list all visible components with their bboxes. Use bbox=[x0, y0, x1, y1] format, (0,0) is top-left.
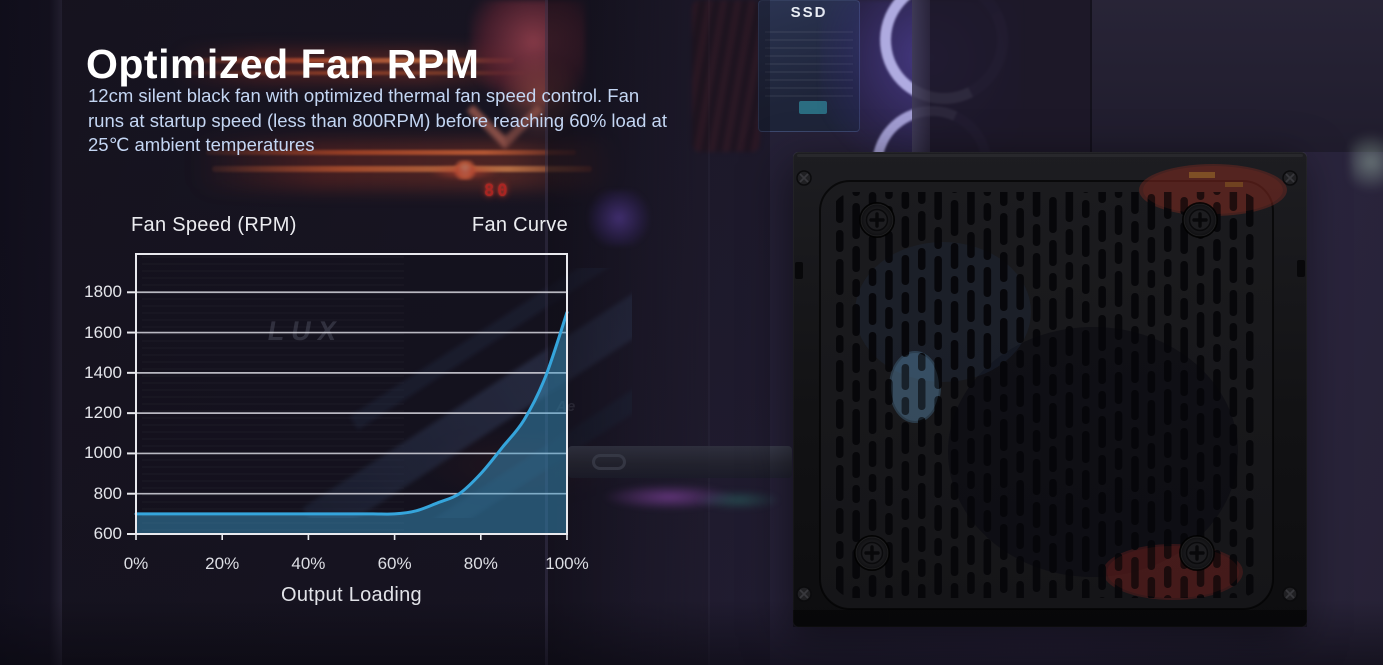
x-tick-label: 40% bbox=[291, 554, 326, 573]
y-tick-label: 1000 bbox=[84, 443, 122, 463]
ssd-label: SSD bbox=[790, 4, 828, 21]
psu-bottom-shade bbox=[793, 610, 1307, 627]
led-flare bbox=[428, 164, 500, 180]
page-title: Optimized Fan RPM bbox=[86, 41, 480, 88]
fan-screw bbox=[854, 535, 890, 571]
x-tick-label: 60% bbox=[377, 554, 412, 573]
fan-screw bbox=[1179, 535, 1215, 571]
ram-led-strip bbox=[212, 166, 592, 172]
chart-x-axis-labels: 0% 20% 40% 60% 80% 100% bbox=[124, 554, 589, 576]
fan-screw bbox=[859, 202, 895, 238]
fan-rgb-glow bbox=[820, 0, 1020, 165]
y-tick-label: 1200 bbox=[84, 403, 122, 423]
ssd-drive: SSD bbox=[758, 0, 860, 132]
psu-top-bevel bbox=[797, 154, 1303, 157]
feature-description: 12cm silent black fan with optimized the… bbox=[88, 84, 688, 158]
chart-y-axis-title: Fan Speed (RPM) bbox=[131, 214, 297, 236]
corner-screw bbox=[1282, 170, 1298, 186]
chart-frame bbox=[135, 253, 568, 535]
psu-product-photo bbox=[793, 152, 1307, 627]
ssd-texture bbox=[765, 27, 853, 97]
x-tick-label: 20% bbox=[205, 554, 240, 573]
corner-screw bbox=[796, 586, 812, 602]
chart-header-row: Fan Speed (RPM) Fan Curve bbox=[131, 214, 568, 237]
chart-legend-label: Fan Curve bbox=[471, 214, 568, 236]
y-tick-label: 600 bbox=[93, 524, 122, 543]
rgb-glow bbox=[604, 484, 734, 510]
y-tick-label: 800 bbox=[93, 483, 122, 503]
y-tick-label: 1800 bbox=[84, 282, 122, 302]
curve-area bbox=[136, 312, 567, 534]
rgb-glow bbox=[588, 190, 650, 246]
plot-area bbox=[136, 254, 567, 534]
chart-y-axis-labels: 600 800 1000 1200 1400 1600 1800 bbox=[50, 254, 124, 543]
corner-screw bbox=[796, 170, 812, 186]
x-tick-label: 0% bbox=[123, 554, 149, 573]
ambient-glow bbox=[1350, 126, 1383, 198]
corner-screw bbox=[1282, 586, 1298, 602]
description-line: 25℃ ambient temperatures bbox=[88, 134, 315, 155]
rgb-fan-ring bbox=[863, 0, 1025, 121]
grille-color-tint bbox=[891, 166, 1283, 598]
graphics-card-edge bbox=[568, 446, 792, 478]
x-tick-label: 100% bbox=[545, 554, 589, 573]
debug-led-readout: 80 bbox=[484, 181, 511, 201]
y-tick-label: 1400 bbox=[84, 362, 122, 382]
case-panel bbox=[930, 0, 1090, 152]
y-tick-label: 1600 bbox=[84, 322, 122, 342]
fan-screw bbox=[1182, 202, 1218, 238]
side-notch bbox=[795, 262, 803, 279]
ssd-connector bbox=[799, 101, 827, 114]
case-panel bbox=[1090, 0, 1383, 152]
chart-x-axis-title: Output Loading bbox=[281, 584, 422, 606]
grille-slots bbox=[836, 192, 1254, 598]
rgb-glow bbox=[696, 490, 780, 510]
cable-bundle bbox=[692, 0, 760, 152]
led-flare bbox=[452, 160, 478, 180]
case-seam bbox=[912, 0, 930, 152]
side-notch bbox=[1297, 260, 1305, 277]
description-line: 12cm silent black fan with optimized the… bbox=[88, 85, 640, 106]
x-tick-label: 80% bbox=[463, 554, 498, 573]
fan-curve-chart bbox=[127, 253, 569, 540]
curve-line bbox=[134, 310, 569, 516]
graphics-card-detail bbox=[592, 454, 626, 470]
description-line: runs at startup speed (less than 800RPM)… bbox=[88, 109, 667, 131]
